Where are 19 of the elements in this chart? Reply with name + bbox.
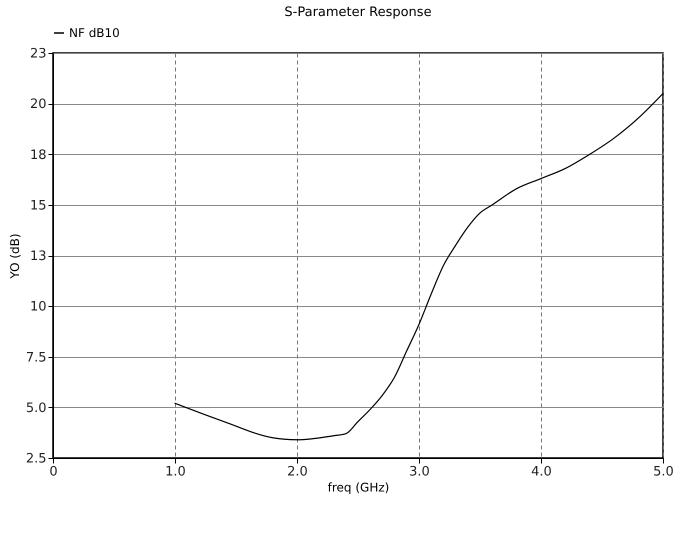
legend-label: NF dB10 — [69, 26, 120, 40]
y-tick-label: 2.5 — [26, 452, 46, 466]
x-tick-label: 1.0 — [165, 464, 186, 480]
y-tick-label: 18 — [30, 148, 46, 163]
y-tick-label: 20 — [30, 97, 46, 112]
x-tick-label: 0 — [49, 464, 58, 480]
y-tick-label: 10 — [30, 300, 46, 315]
x-axis-title: freq (GHz) — [328, 480, 390, 494]
x-tick-label: 4.0 — [531, 464, 552, 480]
chart-title: S-Parameter Response — [284, 5, 432, 20]
y-tick-label: 5.0 — [26, 400, 46, 416]
y-tick-label: 7.5 — [26, 350, 46, 366]
y-axis-title: YO (dB) — [8, 233, 22, 280]
x-tick-label: 2.0 — [287, 464, 308, 480]
x-tick-label: 3.0 — [409, 464, 430, 480]
y-tick-label: 15 — [30, 198, 46, 214]
x-tick-label: 5.0 — [653, 464, 674, 480]
y-tick-label: 13 — [30, 249, 46, 264]
y-tick-label: 23 — [30, 46, 46, 62]
